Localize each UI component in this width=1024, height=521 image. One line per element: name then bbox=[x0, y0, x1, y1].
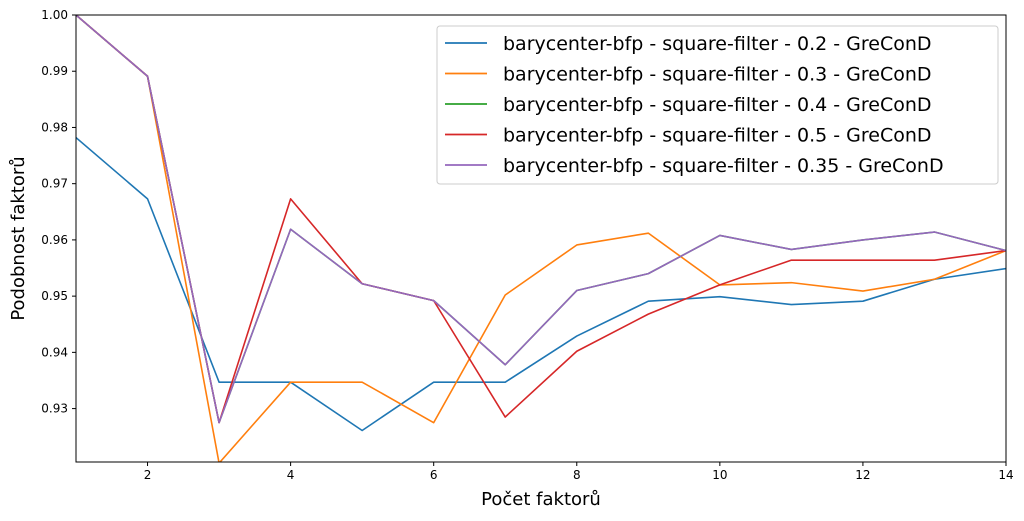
legend-box bbox=[436, 25, 999, 185]
series-layer bbox=[76, 15, 1006, 462]
x-axis-title: Počet faktorů bbox=[481, 489, 601, 510]
x-tick-label: 10 bbox=[712, 468, 727, 482]
legend-items: barycenter-bfp - square-filter - 0.2 - G… bbox=[445, 33, 944, 177]
y-tick-label: 1.00 bbox=[41, 8, 68, 22]
x-tick-label: 6 bbox=[430, 468, 438, 482]
y-tick-label: 0.95 bbox=[41, 289, 68, 303]
x-tick-label: 2 bbox=[144, 468, 152, 482]
series-line bbox=[76, 15, 1006, 424]
legend-label: barycenter-bfp - square-filter - 0.5 - G… bbox=[503, 125, 932, 147]
y-tick-label: 0.94 bbox=[41, 345, 68, 359]
y-axis: 0.93 0.94 0.95 0.96 0.97 0.98 0.99 1.00 bbox=[41, 8, 76, 416]
series-line bbox=[76, 15, 1006, 424]
legend-label: barycenter-bfp - square-filter - 0.4 - G… bbox=[503, 94, 932, 116]
y-tick-label: 0.96 bbox=[41, 233, 68, 247]
series-line bbox=[76, 15, 1006, 462]
x-axis: 2 4 6 8 10 12 14 bbox=[144, 462, 1014, 482]
x-tick-label: 4 bbox=[287, 468, 295, 482]
series-line bbox=[76, 136, 1006, 432]
y-tick-label: 0.93 bbox=[41, 402, 68, 416]
y-axis-title: Podobnost faktorů bbox=[8, 156, 29, 320]
x-tick-label: 8 bbox=[573, 468, 581, 482]
legend-label: barycenter-bfp - square-filter - 0.3 - G… bbox=[503, 64, 932, 86]
x-tick-label: 12 bbox=[855, 468, 870, 482]
plot-frame bbox=[75, 14, 1007, 463]
y-tick-label: 0.97 bbox=[41, 177, 68, 191]
y-tick-label: 0.99 bbox=[41, 64, 68, 78]
legend: barycenter-bfp - square-filter - 0.2 - G… bbox=[436, 25, 999, 185]
legend-label: barycenter-bfp - square-filter - 0.35 - … bbox=[503, 155, 944, 177]
legend-label: barycenter-bfp - square-filter - 0.2 - G… bbox=[503, 33, 932, 55]
y-tick-label: 0.98 bbox=[41, 120, 68, 134]
x-tick-label: 14 bbox=[998, 468, 1013, 482]
